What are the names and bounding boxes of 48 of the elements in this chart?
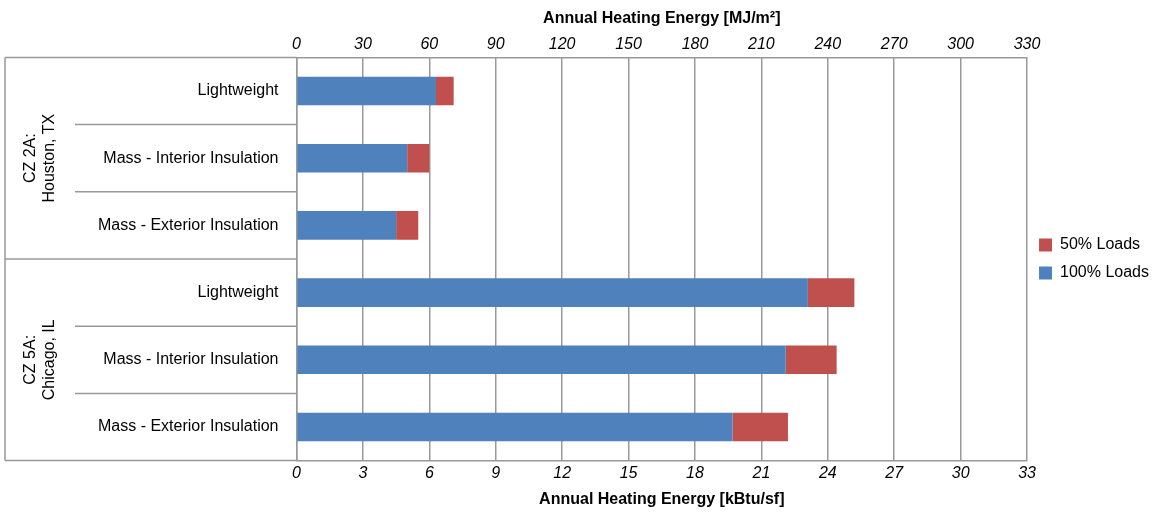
bar — [407, 143, 430, 173]
x-tick-label: 0 — [292, 463, 302, 481]
y-tick-label: Lightweight — [197, 283, 280, 301]
x-tick-label: 6 — [424, 463, 434, 481]
text: CZ 5A: Chicago, IL — [20, 319, 57, 401]
x-tick-label: 12 — [553, 463, 572, 481]
x-tick-label: 33 — [1018, 463, 1037, 481]
bar — [297, 278, 808, 307]
legend-label: 50% Loads — [1060, 235, 1141, 253]
x-tick-label: 3 — [358, 463, 368, 481]
bar — [807, 278, 855, 307]
x2-tick-label: 210 — [747, 35, 775, 53]
bar — [297, 76, 436, 106]
x-tick-label: 27 — [884, 463, 905, 481]
x2-tick-label: 60 — [420, 35, 439, 53]
bar — [732, 412, 788, 442]
x2-tick-label: 300 — [947, 35, 975, 53]
x2-tick-label: 270 — [879, 35, 908, 53]
x-tick-label: 9 — [491, 463, 501, 481]
x2-tick-label: 30 — [354, 35, 372, 53]
x2-tick-label: 0 — [292, 35, 302, 53]
bar — [297, 211, 397, 240]
legend-label: 100% Loads — [1060, 263, 1150, 281]
x2-tick-label: 150 — [615, 35, 643, 53]
bar — [785, 345, 837, 375]
y-tick-label: Mass - Exterior Insulation — [97, 417, 279, 435]
y-tick-label: Mass - Interior Insulation — [103, 148, 279, 166]
bar — [396, 211, 419, 240]
x2-tick-label: 240 — [813, 35, 842, 53]
x-tick-label: 15 — [619, 463, 638, 481]
bar — [297, 143, 408, 173]
x-tick-label: 21 — [751, 463, 771, 481]
y-tick-label: Lightweight — [197, 81, 280, 99]
bar — [297, 412, 733, 442]
bar — [297, 345, 786, 375]
x2-tick-label: 180 — [681, 35, 709, 53]
x2-tick-label: 120 — [548, 35, 576, 53]
text: CZ 2A: Houston, TX — [20, 113, 57, 203]
x2-tick-label: 330 — [1013, 35, 1041, 53]
x-axis-title: Annual Heating Energy [kBtu/sf] — [539, 489, 785, 507]
x-tick-label: 24 — [817, 463, 837, 481]
y-tick-label: Mass - Exterior Insulation — [97, 215, 279, 233]
x-tick-label: 30 — [951, 463, 970, 481]
y-tick-label: Mass - Interior Insulation — [103, 350, 279, 368]
bar — [435, 76, 454, 106]
x-tick-label: 18 — [686, 463, 704, 481]
x2-tick-label: 90 — [486, 35, 505, 53]
x2-axis-title: Annual Heating Energy [MJ/m²] — [543, 9, 781, 27]
